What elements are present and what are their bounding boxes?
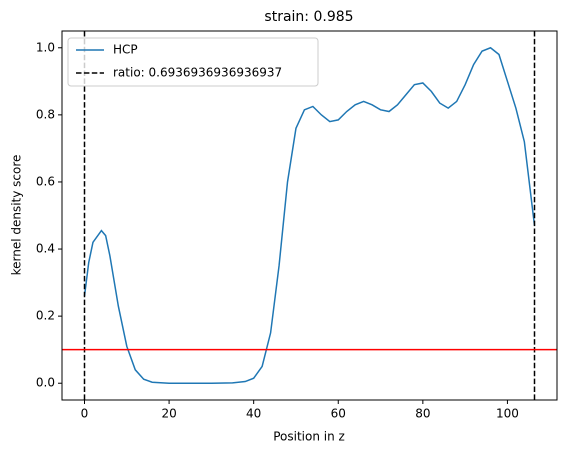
x-tick-label: 0: [81, 407, 89, 421]
y-tick-label: 0.2: [36, 309, 55, 323]
chart-title: strain: 0.985: [264, 9, 353, 25]
data-line: [83, 46, 536, 384]
y-tick-label: 0.0: [36, 376, 55, 390]
y-tick-label: 1.0: [36, 40, 55, 54]
legend-label: ratio: 0.6936936936936937: [113, 66, 282, 80]
y-tick-label: 0.8: [36, 107, 55, 121]
legend-frame: [67, 37, 319, 87]
y-axis-label: kernel density score: [10, 155, 24, 276]
x-tick-label: 100: [496, 407, 519, 421]
y-tick-label: 0.6: [36, 174, 55, 188]
x-tick-label: 20: [161, 407, 176, 421]
y-tick-label: 0.4: [36, 242, 55, 256]
legend: HCP ratio: 0.6936936936936937: [67, 37, 319, 87]
x-tick-label: 60: [331, 407, 346, 421]
x-axis-label: Position in z: [273, 430, 345, 444]
x-tick-label: 80: [415, 407, 430, 421]
axes-frame: [61, 30, 558, 401]
x-tick-label: 40: [246, 407, 261, 421]
legend-label: HCP: [113, 43, 138, 57]
